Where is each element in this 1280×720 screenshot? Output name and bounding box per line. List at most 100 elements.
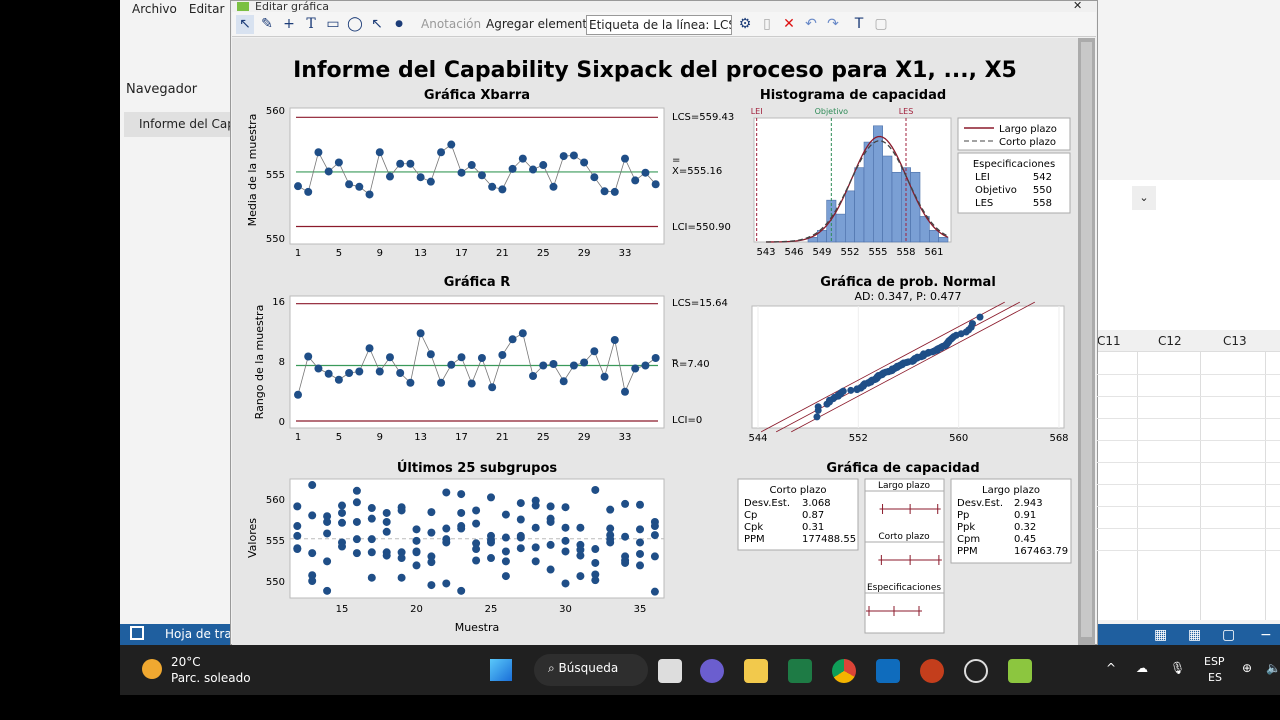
xbar-point xyxy=(610,187,619,196)
xbar-point xyxy=(641,168,650,177)
last25-point xyxy=(442,579,451,588)
capability-title: Gráfica de capacidad xyxy=(826,461,979,476)
volume-icon[interactable]: 🔈 xyxy=(1266,661,1280,675)
xbar-point xyxy=(416,173,425,182)
short-term-stat-label: Cpk xyxy=(744,522,763,533)
short-term-stat-value: 177488.55 xyxy=(802,534,856,545)
layout-icon[interactable]: ▦ xyxy=(1154,627,1168,643)
grid-row-line xyxy=(1097,484,1280,485)
xbar-point xyxy=(498,185,507,194)
keyboard-code[interactable]: ES xyxy=(1208,671,1222,684)
outlook-icon[interactable] xyxy=(876,659,900,683)
menu-archivo[interactable]: Archivo xyxy=(132,2,177,16)
last25-point xyxy=(472,506,481,515)
microphone-icon[interactable]: 🎙 xyxy=(1170,661,1186,675)
weather-desc[interactable]: Parc. soleado xyxy=(171,671,251,685)
brush-icon[interactable]: ✎ xyxy=(261,16,273,32)
annotation-dropdown[interactable]: Anotación xyxy=(421,17,482,31)
interval-label: Largo plazo xyxy=(878,481,931,491)
excel-icon[interactable] xyxy=(788,659,812,683)
ellipse-icon[interactable]: ◯ xyxy=(347,16,363,32)
xbar-ylabel: Media de la muestra xyxy=(246,114,259,227)
r-point xyxy=(447,360,456,369)
arrow-icon[interactable]: ↖ xyxy=(371,16,383,32)
cloud-icon[interactable]: ☁ xyxy=(1136,661,1148,675)
navigator-item[interactable]: Informe del Capability Sixpack xyxy=(124,112,234,137)
xbar-xtick: 29 xyxy=(578,248,591,259)
last25-point xyxy=(561,547,570,556)
start-icon[interactable] xyxy=(490,659,512,681)
add-element-dropdown[interactable]: Agregar elemento xyxy=(486,17,595,31)
close-icon[interactable]: ✕ xyxy=(1073,0,1083,12)
point-icon[interactable]: ● xyxy=(395,19,403,29)
r-point xyxy=(345,369,354,377)
r-plot-area xyxy=(289,295,665,429)
edit-attributes-icon[interactable]: ⚙ xyxy=(738,16,752,32)
obs-icon[interactable] xyxy=(964,659,988,683)
legend-long-term: Largo plazo xyxy=(999,124,1057,135)
spec-label-lei: LEI xyxy=(751,107,763,116)
chevron-up-icon[interactable]: ^ xyxy=(1106,661,1117,675)
column-c12[interactable]: C12 xyxy=(1158,334,1182,348)
menu-editar[interactable]: Editar xyxy=(188,2,225,16)
search-button[interactable]: ⌕ Búsqueda xyxy=(534,654,648,686)
last25-point xyxy=(487,554,495,563)
redo-icon[interactable]: ↷ xyxy=(827,16,839,32)
frame-icon[interactable]: ▢ xyxy=(874,16,888,32)
last25-point xyxy=(546,517,555,526)
copy-icon[interactable]: ▯ xyxy=(763,16,771,32)
weather-temp[interactable]: 20°C xyxy=(171,655,201,669)
task-view-icon[interactable] xyxy=(658,659,682,683)
sidebar-toggle-icon[interactable] xyxy=(130,626,144,640)
network-icon[interactable]: ⊕ xyxy=(1242,661,1253,675)
last25-point xyxy=(293,544,302,553)
chrome-icon[interactable] xyxy=(832,659,856,683)
short-term-stat-label: Cp xyxy=(744,510,757,521)
last25-ytick: 550 xyxy=(266,577,285,588)
xbar-point xyxy=(365,190,374,199)
histogram-bar xyxy=(873,125,883,243)
r-xtick: 21 xyxy=(496,432,509,443)
normal-fit-line xyxy=(760,301,1005,433)
r-point xyxy=(498,351,507,359)
rectangle-icon[interactable]: ▭ xyxy=(326,16,340,32)
minitab-icon[interactable] xyxy=(1008,659,1032,683)
grid-view-icon[interactable]: ▦ xyxy=(1188,627,1202,643)
powerpoint-icon[interactable] xyxy=(920,659,944,683)
select-pointer-icon[interactable]: ↖ xyxy=(236,15,254,34)
normal-point xyxy=(839,387,847,395)
xbar-point xyxy=(294,182,302,191)
column-c11[interactable]: C11 xyxy=(1097,334,1121,348)
grid-row-line xyxy=(1097,440,1280,441)
grid-row-line xyxy=(1097,418,1280,419)
font-icon[interactable]: T xyxy=(854,16,864,32)
last25-point xyxy=(650,531,659,540)
long-term-stat-value: 167463.79 xyxy=(1014,546,1068,557)
teams-icon[interactable] xyxy=(700,659,724,683)
crosshair-icon[interactable]: + xyxy=(283,16,295,32)
text-tool-icon[interactable]: T xyxy=(306,16,316,32)
xbar-point xyxy=(324,167,333,176)
long-term-stat-label: PPM xyxy=(957,546,978,557)
weather-icon[interactable] xyxy=(142,659,162,679)
column-c13[interactable]: C13 xyxy=(1223,334,1247,348)
last25-point xyxy=(412,561,421,570)
last25-point xyxy=(591,576,600,585)
zoom-out-icon[interactable]: − xyxy=(1260,627,1272,643)
chevron-down-icon[interactable]: ⌄ xyxy=(1132,186,1156,210)
language-code[interactable]: ESP xyxy=(1204,655,1225,668)
xbar-point xyxy=(406,159,415,168)
single-view-icon[interactable]: ▢ xyxy=(1222,627,1236,643)
delete-icon[interactable]: ✕ xyxy=(783,16,795,32)
last25-point xyxy=(501,533,510,542)
undo-icon[interactable]: ↶ xyxy=(805,16,817,32)
file-explorer-icon[interactable] xyxy=(744,659,768,683)
spec-les-label: LES xyxy=(975,198,993,209)
r-point xyxy=(549,360,558,368)
last25-xtick: 25 xyxy=(485,604,498,615)
last25-point xyxy=(338,501,346,510)
spec-les-value: 558 xyxy=(1033,198,1052,209)
line-label-select[interactable]: Etiqueta de la línea: LCS=1 xyxy=(586,15,732,35)
app-icon xyxy=(237,2,249,11)
vertical-scrollbar[interactable] xyxy=(1078,38,1095,645)
